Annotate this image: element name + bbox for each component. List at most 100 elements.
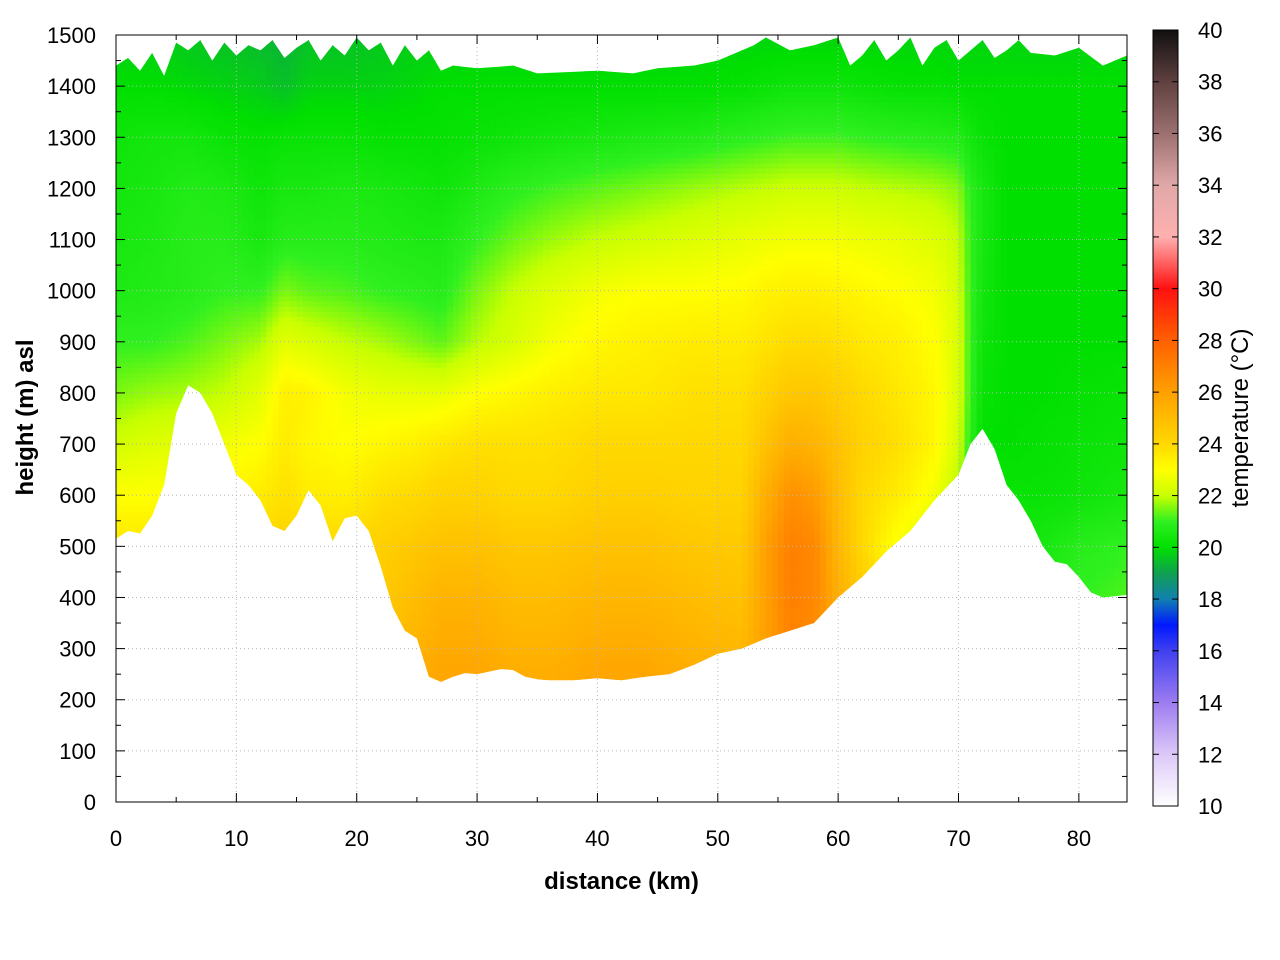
temperature-cell [374, 132, 382, 138]
temperature-cell [416, 341, 424, 348]
temperature-cell [326, 403, 334, 409]
temperature-cell [272, 270, 280, 276]
temperature-cell [320, 408, 328, 414]
temperature-cell [392, 147, 400, 154]
temperature-cell [284, 382, 292, 389]
temperature-cell [188, 70, 195, 77]
temperature-cell [236, 127, 243, 133]
temperature-cell [374, 357, 382, 363]
temperature-cell [302, 96, 310, 103]
temperature-cell [356, 239, 364, 246]
temperature-cell [386, 505, 394, 512]
temperature-cell [416, 249, 424, 256]
temperature-cell [212, 316, 219, 322]
temperature-cell [296, 40, 304, 46]
temperature-cell [260, 336, 268, 343]
temperature-cell [116, 75, 123, 82]
temperature-cell [320, 254, 328, 261]
temperature-cell [338, 300, 346, 307]
temperature-cell [134, 40, 141, 46]
temperature-cell [152, 438, 159, 445]
temperature-cell [332, 96, 340, 103]
temperature-cell [224, 280, 231, 287]
temperature-cell [386, 449, 394, 455]
temperature-cell [404, 37, 412, 41]
temperature-cell [116, 377, 123, 384]
temperature-cell [272, 254, 280, 261]
temperature-cell [122, 55, 129, 62]
temperature-cell [416, 40, 424, 46]
temperature-cell [386, 541, 394, 547]
temperature-cell [254, 285, 262, 292]
temperature-cell [278, 152, 286, 159]
temperature-cell [320, 116, 328, 123]
temperature-cell [416, 96, 424, 103]
temperature-cell [152, 474, 159, 481]
temperature-cell [224, 300, 231, 307]
temperature-cell [380, 275, 388, 282]
temperature-cell [428, 566, 436, 573]
temperature-cell [158, 254, 165, 261]
temperature-cell [158, 219, 165, 225]
temperature-cell [212, 106, 219, 113]
temperature-cell [368, 270, 376, 276]
temperature-cell [242, 311, 249, 317]
temperature-cell [290, 132, 298, 138]
temperature-cell [266, 167, 274, 174]
temperature-cell [164, 147, 171, 154]
temperature-cell [416, 50, 424, 57]
temperature-cell [152, 418, 159, 425]
temperature-cell [188, 37, 195, 41]
temperature-cell [176, 142, 183, 149]
temperature-cell [362, 495, 370, 501]
temperature-cell [380, 183, 388, 189]
temperature-cell [284, 40, 292, 46]
temperature-cell [332, 408, 340, 414]
temperature-cell [206, 265, 213, 271]
temperature-cell [278, 55, 286, 62]
temperature-cell [224, 224, 231, 230]
temperature-cell [272, 265, 280, 271]
temperature-cell [272, 403, 280, 409]
temperature-cell [134, 428, 141, 435]
temperature-cell [380, 127, 388, 133]
temperature-cell [386, 259, 394, 266]
temperature-cell [362, 469, 370, 476]
temperature-cell [260, 387, 268, 394]
temperature-cell [374, 65, 382, 72]
temperature-cell [314, 167, 322, 174]
temperature-cell [296, 316, 304, 322]
temperature-cell [410, 428, 418, 435]
temperature-cell [374, 45, 382, 51]
temperature-cell [266, 372, 274, 379]
temperature-cell [392, 403, 400, 409]
temperature-cell [164, 408, 171, 414]
temperature-cell [326, 536, 334, 542]
temperature-cell [404, 525, 412, 532]
temperature-cell [284, 316, 292, 322]
temperature-cell [140, 403, 147, 409]
temperature-cell [386, 280, 394, 287]
temperature-cell [386, 582, 394, 588]
temperature-cell [428, 653, 436, 660]
temperature-cell [368, 316, 376, 322]
temperature-cell [194, 300, 201, 307]
temperature-cell [428, 525, 436, 532]
temperature-cell [416, 224, 424, 230]
temperature-cell [218, 137, 225, 143]
temperature-cell [182, 285, 189, 292]
temperature-cell [356, 341, 364, 348]
temperature-cell [170, 213, 177, 220]
temperature-cell [236, 162, 243, 169]
temperature-cell [410, 479, 418, 486]
temperature-cell [308, 413, 316, 420]
temperature-cell [224, 234, 231, 241]
temperature-cell [332, 367, 340, 374]
temperature-cell [140, 132, 147, 138]
temperature-cell [326, 306, 334, 312]
temperature-cell [416, 433, 424, 440]
temperature-cell [128, 500, 135, 507]
temperature-cell [410, 142, 418, 149]
temperature-cell [398, 152, 406, 159]
temperature-cell [320, 106, 328, 113]
